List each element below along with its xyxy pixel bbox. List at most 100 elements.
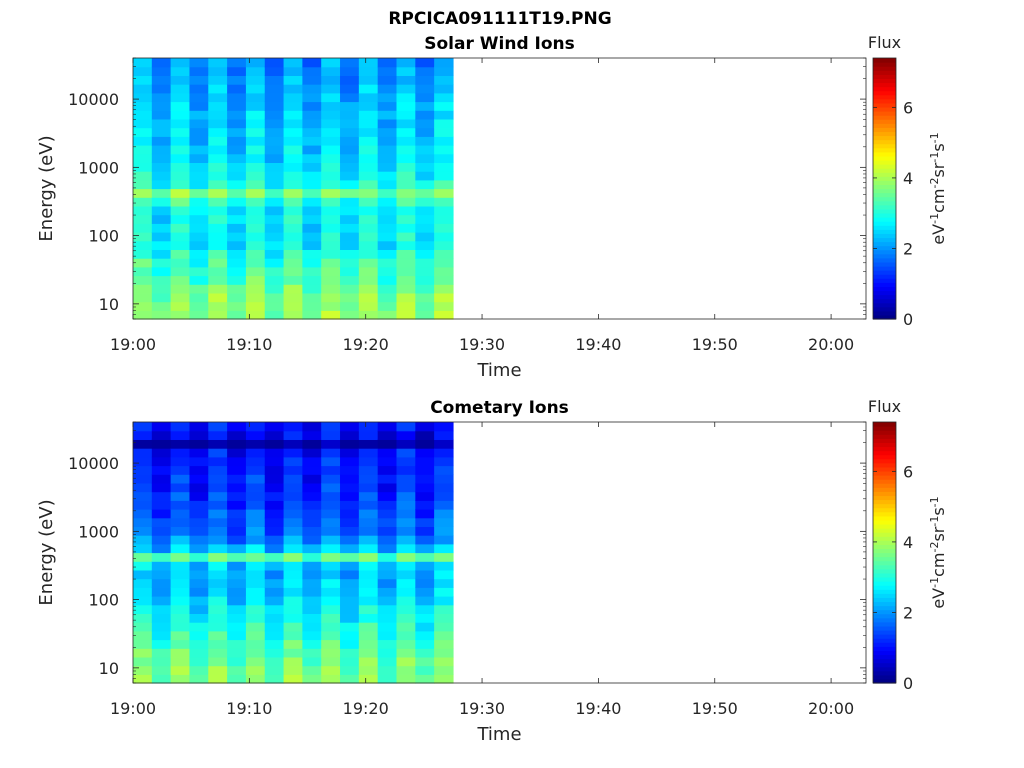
heatmap-cell — [302, 249, 322, 259]
heatmap-cell — [189, 84, 209, 94]
heatmap-cell — [133, 58, 153, 68]
heatmap-cell — [358, 665, 379, 675]
heatmap-cell — [396, 543, 416, 554]
heatmap-cell — [434, 456, 454, 467]
heatmap-cell — [245, 491, 266, 501]
x-tick-label: 19:00 — [110, 335, 156, 354]
heatmap-cell — [415, 622, 435, 632]
colorbar-step — [873, 102, 896, 108]
heatmap-cell — [340, 92, 360, 103]
heatmap-cell — [227, 474, 247, 484]
heatmap-cell — [133, 205, 153, 216]
heatmap-cell — [340, 596, 360, 606]
heatmap-cell — [151, 448, 172, 458]
heatmap-cell — [245, 456, 266, 467]
colorbar-step — [873, 310, 896, 316]
heatmap-cell — [133, 639, 153, 649]
heatmap-cell — [245, 500, 266, 510]
heatmap-cell — [340, 656, 360, 667]
heatmap-cell — [170, 578, 191, 588]
colorbar-step — [873, 78, 896, 84]
colorbar-step — [873, 426, 896, 431]
heatmap-cell — [283, 430, 303, 440]
heatmap-cell — [133, 223, 153, 233]
heatmap-cell — [396, 171, 416, 181]
heatmap-cell — [189, 630, 209, 641]
heatmap-cell — [208, 292, 228, 303]
heatmap-cell — [321, 145, 341, 155]
heatmap-cell — [434, 310, 454, 320]
heatmap-cell — [245, 232, 266, 242]
colorbar-step — [873, 466, 896, 472]
heatmap-cell — [415, 517, 435, 527]
heatmap-cell — [264, 500, 285, 510]
heatmap-cell — [377, 301, 398, 311]
heatmap-cell — [358, 561, 379, 571]
colorbar-step — [873, 568, 896, 574]
heatmap-cell — [208, 75, 228, 85]
heatmap-cell — [264, 197, 285, 207]
heatmap-cell — [170, 430, 191, 440]
heatmap-cell — [302, 266, 322, 277]
heatmap-cell — [434, 578, 454, 588]
colorbar-step — [873, 662, 896, 668]
heatmap-cell — [434, 101, 454, 111]
heatmap-cell — [434, 66, 454, 76]
heatmap-cell — [396, 474, 416, 484]
heatmap-cell — [302, 101, 322, 111]
heatmap-cell — [264, 292, 285, 303]
heatmap-cell — [208, 587, 228, 597]
colorbar-step — [873, 544, 896, 550]
heatmap-cell — [133, 439, 153, 449]
heatmap-cell — [340, 275, 360, 285]
heatmap-cell — [302, 535, 322, 545]
heatmap-cell — [208, 153, 228, 163]
heatmap-cell — [302, 136, 322, 146]
heatmap-cell — [396, 639, 416, 649]
heatmap-cell — [170, 448, 191, 458]
heatmap-cell — [340, 517, 360, 527]
heatmap-cell — [151, 205, 172, 216]
heatmap-cell — [358, 535, 379, 545]
heatmap-cell — [396, 258, 416, 268]
heatmap-cell — [264, 578, 285, 588]
heatmap-cell — [133, 465, 153, 475]
heatmap-cell — [245, 58, 266, 68]
heatmap-cell — [208, 240, 228, 250]
heatmap-cell — [189, 648, 209, 658]
heatmap-cell — [358, 145, 379, 155]
heatmap-cell — [358, 240, 379, 250]
heatmap-cell — [208, 110, 228, 120]
heatmap-cell — [321, 630, 341, 641]
heatmap-cell — [302, 292, 322, 303]
heatmap-cell — [340, 422, 360, 432]
heatmap-cell — [133, 561, 153, 571]
heatmap-cell — [208, 232, 228, 242]
heatmap-cell — [415, 92, 435, 103]
colorbar-tick-label: 2 — [903, 239, 913, 258]
colorbar-step — [873, 168, 896, 173]
heatmap-cell — [415, 674, 435, 684]
colorbar-step — [873, 270, 896, 275]
heatmap-cell — [133, 604, 153, 614]
heatmap-cell — [283, 448, 303, 458]
colorbar-step — [873, 302, 896, 308]
colorbar-step — [873, 430, 896, 435]
heatmap-cell — [245, 526, 266, 536]
heatmap-cell — [283, 543, 303, 554]
heatmap-cell — [434, 118, 454, 129]
heatmap-cell — [245, 110, 266, 120]
colorbar-step — [873, 249, 896, 255]
heatmap-cell — [227, 223, 247, 233]
colorbar-step — [873, 572, 896, 578]
heatmap-cell — [396, 630, 416, 641]
heatmap-cell — [133, 197, 153, 207]
heatmap-cell — [377, 456, 398, 467]
heatmap-cell — [170, 162, 191, 172]
colorbar-step — [873, 131, 896, 137]
heatmap-cell — [245, 639, 266, 649]
colorbar-step — [873, 70, 896, 75]
heatmap-cell — [396, 535, 416, 545]
heatmap-cell — [264, 656, 285, 667]
heatmap-cell — [340, 223, 360, 233]
